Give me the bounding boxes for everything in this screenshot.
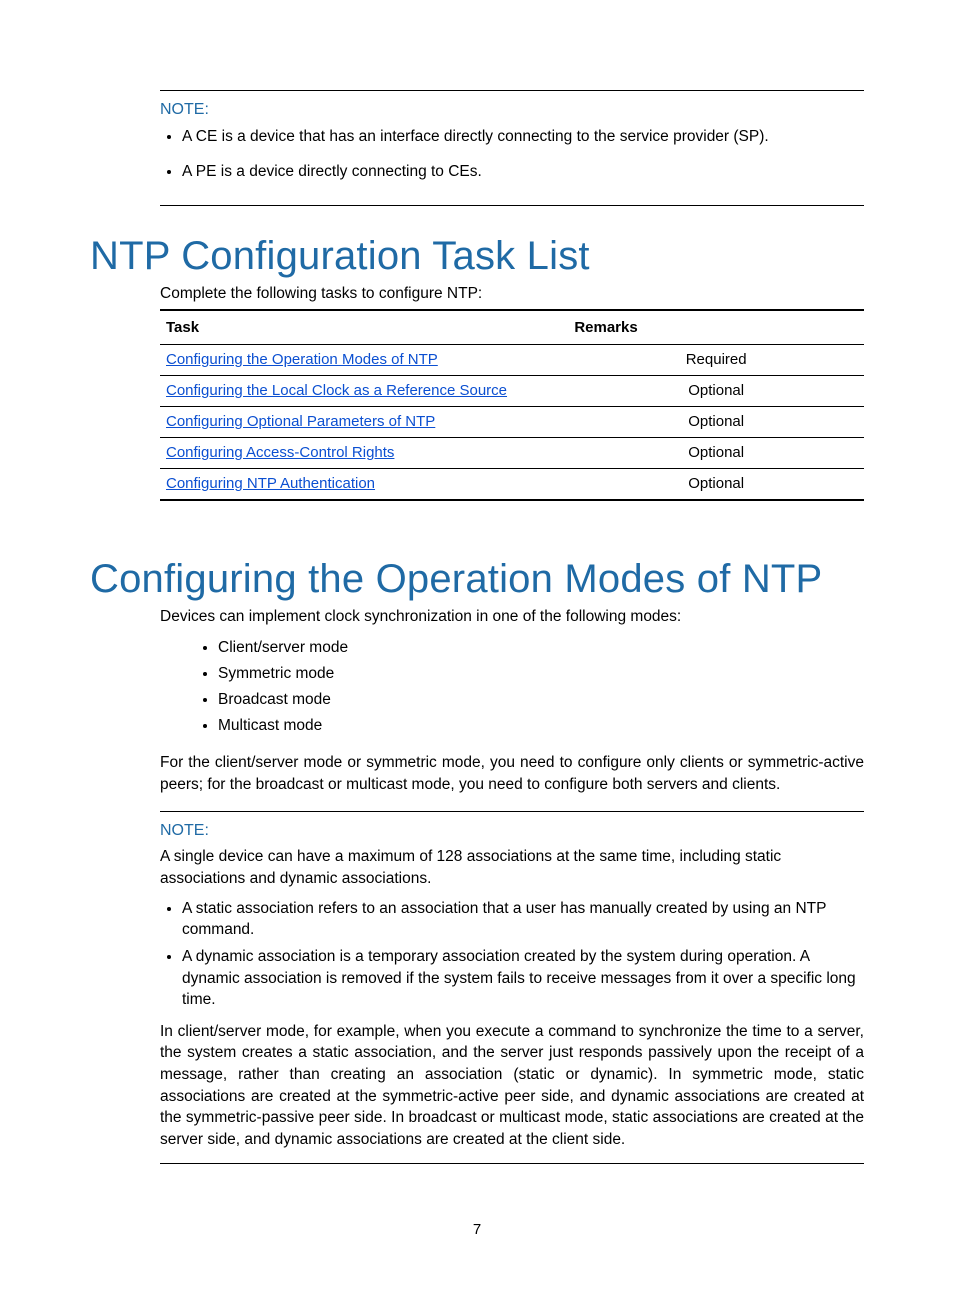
content-column: NOTE: A CE is a device that has an inter…: [160, 90, 864, 1164]
table-header-task: Task: [160, 310, 568, 345]
heading-op-modes: Configuring the Operation Modes of NTP: [90, 557, 864, 602]
table-row: Configuring the Local Clock as a Referen…: [160, 375, 864, 406]
task-remark: Optional: [568, 406, 864, 437]
mode-item: Client/server mode: [218, 636, 864, 660]
task-remark: Optional: [568, 375, 864, 406]
task-table: Task Remarks Configuring the Operation M…: [160, 309, 864, 501]
page-number: 7: [0, 1221, 954, 1238]
note2-list: A static association refers to an associ…: [160, 898, 864, 1011]
note-label: NOTE:: [160, 101, 864, 119]
note-block-2: NOTE: A single device can have a maximum…: [160, 811, 864, 1163]
task-remark: Required: [568, 344, 864, 375]
table-row: Configuring the Operation Modes of NTP R…: [160, 344, 864, 375]
task-link[interactable]: Configuring Optional Parameters of NTP: [166, 413, 435, 430]
note-item: A static association refers to an associ…: [182, 898, 864, 941]
table-row: Configuring Access-Control Rights Option…: [160, 437, 864, 468]
table-header-remarks: Remarks: [568, 310, 864, 345]
table-row: Configuring NTP Authentication Optional: [160, 468, 864, 500]
note-item: A dynamic association is a temporary ass…: [182, 946, 864, 1010]
task-remark: Optional: [568, 437, 864, 468]
task-link[interactable]: Configuring the Operation Modes of NTP: [166, 351, 438, 368]
note-item: A CE is a device that has an interface d…: [182, 127, 864, 148]
note-label: NOTE:: [160, 822, 864, 840]
note2-intro: A single device can have a maximum of 12…: [160, 846, 864, 889]
mode-item: Symmetric mode: [218, 662, 864, 686]
mode-item: Multicast mode: [218, 714, 864, 738]
task-link[interactable]: Configuring Access-Control Rights: [166, 444, 394, 461]
note-block-1: NOTE: A CE is a device that has an inter…: [160, 90, 864, 206]
note2-tail: In client/server mode, for example, when…: [160, 1021, 864, 1151]
mode-item: Broadcast mode: [218, 688, 864, 712]
task-link[interactable]: Configuring NTP Authentication: [166, 475, 375, 492]
task-remark: Optional: [568, 468, 864, 500]
page: NOTE: A CE is a device that has an inter…: [0, 0, 954, 1294]
task-list-intro: Complete the following tasks to configur…: [160, 285, 864, 303]
table-row: Configuring Optional Parameters of NTP O…: [160, 406, 864, 437]
heading-task-list: NTP Configuration Task List: [90, 234, 864, 279]
note-item: A PE is a device directly connecting to …: [182, 162, 864, 183]
note-list-1: A CE is a device that has an interface d…: [160, 127, 864, 183]
op-modes-intro: Devices can implement clock synchronizat…: [160, 608, 864, 626]
op-modes-para: For the client/server mode or symmetric …: [160, 752, 864, 795]
modes-list: Client/server mode Symmetric mode Broadc…: [160, 636, 864, 738]
task-link[interactable]: Configuring the Local Clock as a Referen…: [166, 382, 507, 399]
